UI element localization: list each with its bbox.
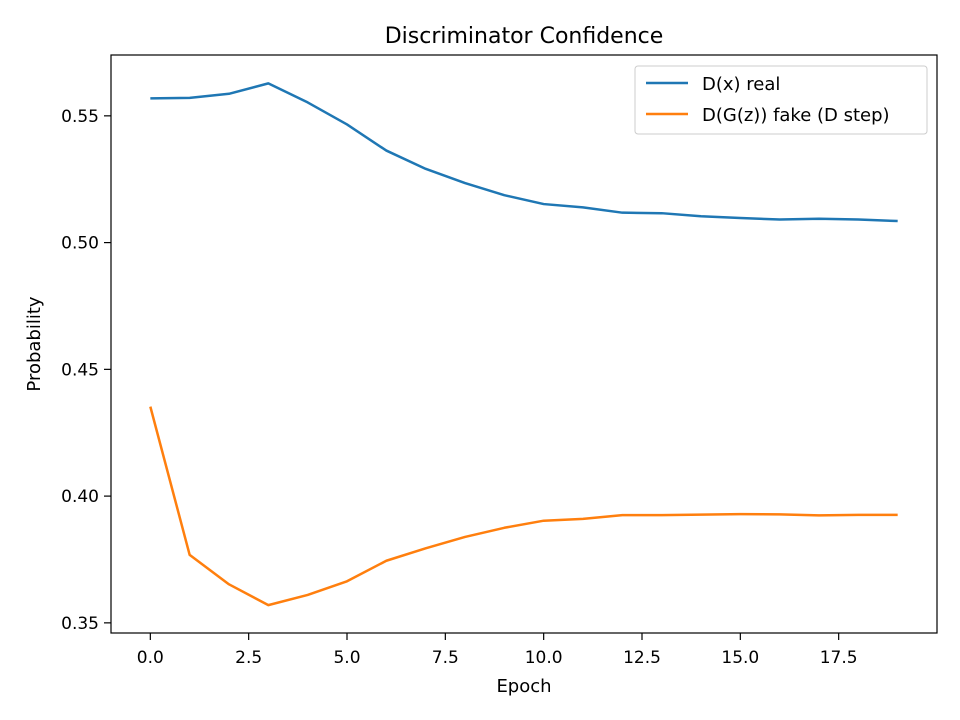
x-tick-label: 12.5	[623, 648, 661, 668]
legend-label-series-2: D(G(z)) fake (D step)	[702, 105, 890, 126]
ticks-layer: 0.0 2.5 5.0 7.5 10.0 12.5 15.0 17.5 0.35 0.40 0.45…	[61, 107, 857, 668]
y-tick-label: 0.50	[61, 234, 99, 254]
legend-frame	[634, 65, 928, 135]
x-tick-label: 5.0	[333, 648, 360, 668]
series-line-1	[150, 82, 898, 223]
legend: D(x) real D(G(z)) fake (D step)	[634, 65, 928, 135]
y-tick-label: 0.55	[61, 107, 99, 127]
series-line-2	[149, 406, 898, 607]
chart-title: Discriminator Confidence	[385, 24, 664, 49]
y-axis-label: Probability	[24, 296, 45, 391]
x-tick-label: 10.0	[525, 648, 563, 668]
y-tick-label: 0.35	[61, 614, 99, 634]
plot-area-frame	[110, 54, 938, 634]
x-tick-label: 17.5	[820, 648, 858, 668]
series-layer	[149, 82, 898, 607]
x-tick-label: 7.5	[432, 648, 459, 668]
x-tick-label: 0.0	[137, 648, 164, 668]
x-axis-label: Epoch	[496, 676, 551, 697]
x-tick-label: 15.0	[721, 648, 759, 668]
y-tick-label: 0.40	[61, 487, 99, 507]
y-tick-label: 0.45	[61, 360, 99, 380]
legend-label-series-1: D(x) real	[702, 74, 780, 95]
x-tick-label: 2.5	[235, 648, 262, 668]
